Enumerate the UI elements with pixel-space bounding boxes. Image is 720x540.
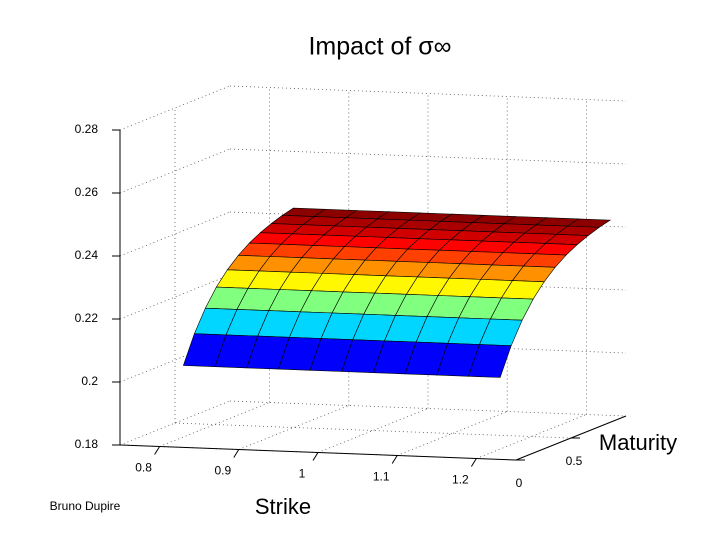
surface-patch (468, 344, 512, 378)
grid-line (317, 408, 429, 453)
x-tick-label: 1.2 (452, 473, 469, 487)
y-tick-label: 0 (516, 476, 523, 490)
y-axis-label: Maturity (599, 430, 677, 455)
x-tick-label: 0.9 (214, 464, 231, 478)
x-tick-label: 1.1 (373, 470, 390, 484)
x-axis-label: Strike (255, 494, 311, 519)
tick-mark (312, 452, 319, 461)
chart-title: Impact of σ∞ (308, 33, 451, 61)
z-tick-label: 0.24 (75, 248, 99, 262)
z-tick-label: 0.22 (75, 311, 99, 325)
x-tick-label: 0.8 (135, 461, 152, 475)
tick-mark (470, 458, 477, 467)
footer: Bruno Dupire (50, 499, 121, 513)
z-tick-label: 0.28 (75, 122, 99, 136)
z-tick-label: 0.2 (81, 374, 98, 388)
y-tick-label: 0.5 (566, 454, 583, 468)
tick-mark (233, 449, 240, 458)
x-tick-label: 1 (299, 467, 306, 481)
tick-mark (391, 455, 398, 464)
z-tick-label: 0.18 (75, 437, 99, 451)
grid-line (174, 422, 572, 439)
z-tick-label: 0.26 (75, 185, 99, 199)
tick-mark (154, 446, 161, 455)
